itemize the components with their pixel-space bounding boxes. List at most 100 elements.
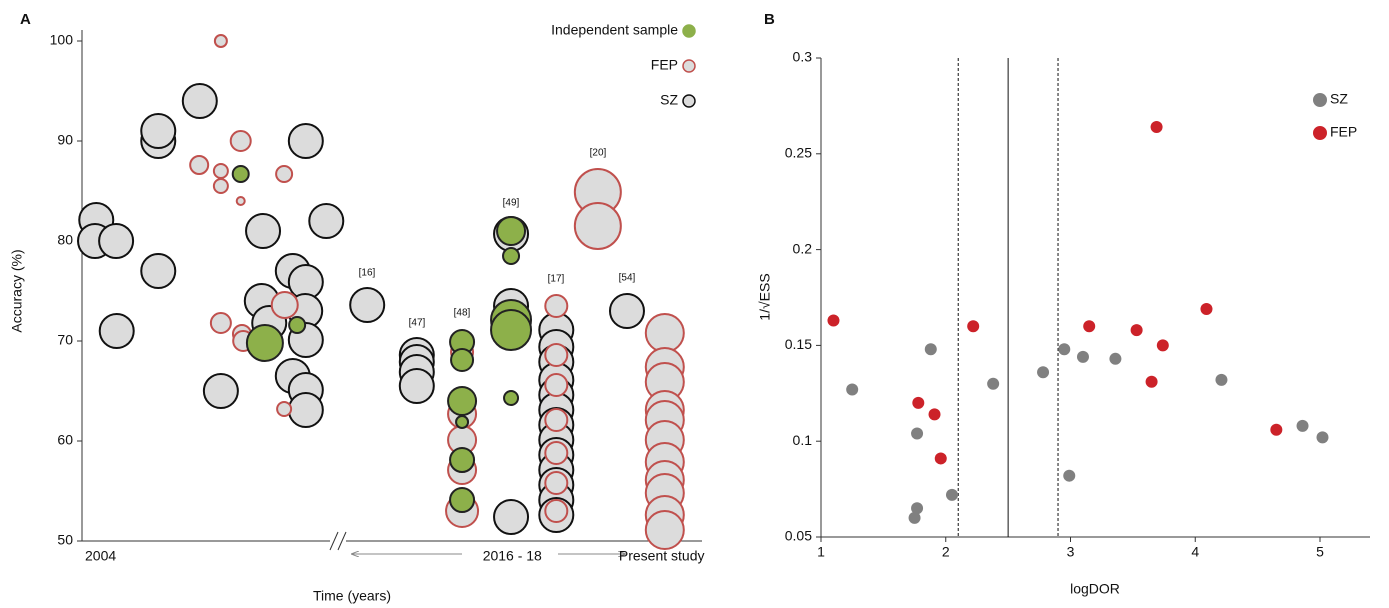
bubble (235, 196, 246, 206)
bubble (608, 293, 645, 329)
bubble (245, 213, 282, 249)
bubble (544, 373, 569, 397)
legend-marker (682, 59, 696, 73)
legend-label: FEP (1330, 124, 1357, 140)
annotation: [49] (503, 198, 520, 209)
legend-label: FEP (651, 57, 678, 73)
y-tick-label: 50 (57, 532, 73, 548)
y-tick-label: 100 (50, 32, 74, 48)
bubble (229, 130, 252, 152)
legend-label: SZ (660, 92, 678, 108)
bubble (209, 312, 232, 334)
bubble (140, 253, 177, 289)
x-tick-label: Present study (619, 548, 705, 564)
point (1200, 302, 1213, 315)
bubble (349, 287, 386, 323)
bubble (213, 34, 228, 48)
annotation: [47] (409, 318, 426, 329)
bubble (449, 487, 476, 513)
y-tick-label: 0.2 (793, 240, 813, 256)
annotation: [54] (619, 273, 636, 284)
x-tick-label: 2004 (85, 548, 116, 564)
bubble (447, 386, 478, 416)
x-tick-label: 3 (1067, 544, 1075, 560)
y-tick-label: 0.15 (785, 336, 812, 352)
bubble (496, 216, 527, 246)
legend-marker (1313, 93, 1327, 107)
bubble (98, 223, 135, 259)
bubble (573, 202, 622, 250)
bubble (455, 415, 470, 429)
bubble (544, 471, 569, 495)
bubble (140, 113, 177, 149)
bubble (231, 165, 250, 183)
x-axis-label: Time (years) (313, 588, 391, 604)
bubble (288, 316, 307, 334)
x-tick-label: 1 (817, 544, 825, 560)
point (1130, 324, 1143, 337)
point (1296, 419, 1309, 432)
point (1076, 350, 1089, 363)
point (827, 314, 840, 327)
bubble (202, 373, 239, 409)
x-axis-label: logDOR (1070, 581, 1120, 597)
bubble (493, 499, 530, 535)
panel-label: B (764, 11, 775, 28)
bubble (212, 163, 229, 179)
y-tick-label: 0.25 (785, 145, 812, 161)
point (911, 427, 924, 440)
bubble (449, 447, 476, 473)
axis-break (337, 531, 347, 551)
point (1215, 373, 1228, 386)
bubble (98, 313, 135, 349)
bubble (189, 155, 210, 175)
bubble (398, 368, 435, 404)
point (1156, 339, 1169, 352)
legend-marker (682, 94, 696, 108)
point (1063, 469, 1076, 482)
x-tick-label: 2016 - 18 (483, 548, 542, 564)
bubble (490, 309, 533, 351)
point (945, 488, 958, 501)
annotation: [48] (454, 308, 471, 319)
y-tick-label: 0.3 (793, 49, 813, 65)
point (1058, 343, 1071, 356)
point (912, 396, 925, 409)
axis-break (329, 531, 339, 551)
y-tick-label: 90 (57, 132, 73, 148)
legend-marker (682, 24, 696, 38)
x-tick-label: 4 (1191, 544, 1199, 560)
bubble (544, 343, 569, 367)
point (924, 343, 937, 356)
x-tick-label: 5 (1316, 544, 1324, 560)
bubble (287, 392, 324, 428)
legend-label: Independent sample (551, 22, 678, 38)
bubble (544, 294, 569, 318)
bubble (544, 408, 569, 432)
bubble (276, 401, 293, 417)
bubble (544, 499, 569, 523)
bubble (245, 324, 284, 362)
y-axis-label: Accuracy (%) (9, 249, 25, 332)
y-tick-label: 80 (57, 232, 73, 248)
annotation: [16] (359, 268, 376, 279)
point (1150, 120, 1163, 133)
annotation: [17] (548, 274, 565, 285)
bubble (275, 165, 294, 183)
bubble (308, 203, 345, 239)
y-tick-label: 60 (57, 432, 73, 448)
x-tick-label: 2 (942, 544, 950, 560)
point (987, 377, 1000, 390)
panel-label: A (20, 11, 31, 28)
bubble (212, 178, 229, 194)
bubble (450, 348, 475, 372)
point (1037, 366, 1050, 379)
bubble (644, 313, 685, 353)
point (846, 383, 859, 396)
point (1270, 423, 1283, 436)
y-tick-label: 0.1 (793, 432, 813, 448)
point (928, 408, 941, 421)
bubble (181, 83, 218, 119)
bubble (287, 123, 324, 159)
y-axis-label: 1/√ESS (757, 273, 773, 320)
